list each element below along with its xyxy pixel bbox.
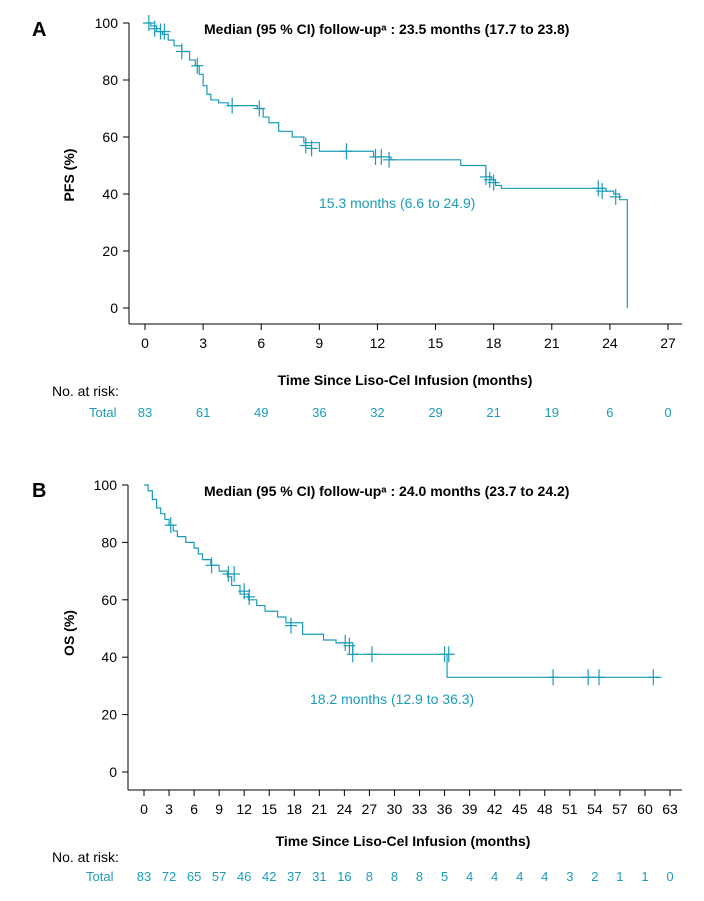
- panel-b-risk-value: 37: [287, 869, 301, 884]
- panel-b-x-tick-label: 57: [612, 801, 628, 817]
- panel-b-x-tick-label: 60: [637, 801, 653, 817]
- panel-a-risk-value: 6: [606, 405, 613, 420]
- panel-b-risk-label: Total: [86, 869, 114, 884]
- panel-a-x-tick-label: 15: [428, 335, 444, 351]
- panel-a-risk-value: 32: [370, 405, 384, 420]
- panel-b-risk-value: 4: [466, 869, 473, 884]
- panel-a-x-tick-label: 18: [486, 335, 502, 351]
- panel-b-x-tick-label: 51: [562, 801, 578, 817]
- panel-a-xlabel: Time Since Liso-Cel Infusion (months): [278, 372, 533, 388]
- panel-a-ylabel: PFS (%): [61, 149, 77, 202]
- panel-b-risk-value: 83: [137, 869, 151, 884]
- panel-a-x-tick-label: 21: [544, 335, 560, 351]
- panel-b-x-tick-label: 0: [140, 801, 148, 817]
- panel-b-x-tick-label: 21: [312, 801, 328, 817]
- panel-a-risk-value: 36: [312, 405, 326, 420]
- panel-b-median-annotation: 18.2 months (12.9 to 36.3): [310, 691, 474, 707]
- panel-b-y-tick-label: 80: [101, 534, 117, 550]
- panel-a-x-tick-label: 27: [660, 335, 676, 351]
- panel-b-x-tick-label: 45: [512, 801, 528, 817]
- panel-a-y-tick-label: 20: [102, 243, 118, 259]
- panel-b-x-tick-label: 54: [587, 801, 603, 817]
- panel-b-x-tick-label: 12: [236, 801, 252, 817]
- panel-a-y-tick-label: 100: [95, 15, 119, 31]
- panel-b-ylabel: OS (%): [61, 610, 77, 656]
- panel-b-risk-value: 0: [666, 869, 673, 884]
- panel-b-x-tick-label: 24: [337, 801, 353, 817]
- panel-b-title: Median (95 % CI) follow-upᵃ : 24.0 month…: [204, 483, 569, 499]
- panel-a-x-tick-label: 6: [257, 335, 265, 351]
- panel-a-y-tick-label: 60: [102, 129, 118, 145]
- panel-b-risk-value: 16: [337, 869, 351, 884]
- panel-a-risk-value: 61: [196, 405, 210, 420]
- panel-b-x-tick-label: 39: [462, 801, 478, 817]
- panel-b-x-tick-label: 36: [437, 801, 453, 817]
- panel-b-x-tick-label: 6: [190, 801, 198, 817]
- panel-a-km-curve: [145, 22, 628, 308]
- panel-b-risk-value: 46: [237, 869, 251, 884]
- panel-b-x-tick-label: 15: [261, 801, 277, 817]
- panel-a-median-annotation: 15.3 months (6.6 to 24.9): [319, 195, 475, 211]
- panel-b-risk-value: 1: [641, 869, 648, 884]
- panel-b-risk-value: 4: [516, 869, 523, 884]
- panel-a-risk-label: Total: [89, 405, 117, 420]
- panel-b-risk-value: 57: [212, 869, 226, 884]
- panel-a-risk-value: 29: [428, 405, 442, 420]
- panel-a-risk-value: 19: [545, 405, 559, 420]
- panel-b-x-tick-label: 9: [215, 801, 223, 817]
- panel-label-a: A: [32, 19, 46, 41]
- panel-b-risk-value: 3: [566, 869, 573, 884]
- panel-a-risk-value: 83: [138, 405, 152, 420]
- panel-b-y-tick-label: 40: [101, 649, 117, 665]
- panel-b-x-tick-label: 48: [537, 801, 553, 817]
- panel-a-y-tick-label: 40: [102, 186, 118, 202]
- panel-b-risk-value: 8: [366, 869, 373, 884]
- panel-a-risk-value: 0: [664, 405, 671, 420]
- panel-a-y-tick-label: 80: [102, 72, 118, 88]
- panel-b-y-tick-label: 0: [109, 764, 117, 780]
- panel-a-risk-header: No. at risk:: [52, 383, 119, 399]
- panel-b-y-tick-label: 20: [101, 707, 117, 723]
- panel-b-km-curve: [144, 484, 662, 678]
- panel-b-risk-value: 72: [162, 869, 176, 884]
- panel-b-x-tick-label: 3: [165, 801, 173, 817]
- panel-a-risk-value: 49: [254, 405, 268, 420]
- panel-b-risk-header: No. at risk:: [52, 849, 119, 865]
- panel-b-risk-value: 1: [616, 869, 623, 884]
- panel-b-x-tick-label: 42: [487, 801, 503, 817]
- panel-b-risk-value: 31: [312, 869, 326, 884]
- panel-b-risk-value: 4: [491, 869, 498, 884]
- panel-b-risk-value: 8: [416, 869, 423, 884]
- panel-b-risk-value: 8: [391, 869, 398, 884]
- panel-b-x-tick-label: 30: [387, 801, 403, 817]
- panel-a-y-tick-label: 0: [110, 300, 118, 316]
- panel-b-x-tick-label: 27: [362, 801, 378, 817]
- panel-b-x-tick-label: 18: [286, 801, 302, 817]
- panel-a-x-tick-label: 9: [315, 335, 323, 351]
- panel-a-risk-value: 21: [486, 405, 500, 420]
- panel-a-x-tick-label: 0: [141, 335, 149, 351]
- panel-a-x-tick-label: 12: [370, 335, 386, 351]
- panel-b-risk-value: 42: [262, 869, 276, 884]
- panel-label-b: B: [32, 480, 46, 502]
- panel-a-x-tick-label: 24: [602, 335, 618, 351]
- panel-b-risk-value: 4: [541, 869, 548, 884]
- panel-b-risk-value: 2: [591, 869, 598, 884]
- panel-b-y-tick-label: 60: [101, 592, 117, 608]
- panel-b-risk-value: 5: [441, 869, 448, 884]
- panel-b-xlabel: Time Since Liso-Cel Infusion (months): [276, 833, 531, 849]
- panel-b-x-tick-label: 33: [412, 801, 428, 817]
- panel-a-x-tick-label: 3: [199, 335, 207, 351]
- panel-a-title: Median (95 % CI) follow-upᵃ : 23.5 month…: [204, 21, 569, 37]
- panel-b-y-tick-label: 100: [94, 477, 118, 493]
- panel-b-risk-value: 65: [187, 869, 201, 884]
- panel-b-x-tick-label: 63: [662, 801, 678, 817]
